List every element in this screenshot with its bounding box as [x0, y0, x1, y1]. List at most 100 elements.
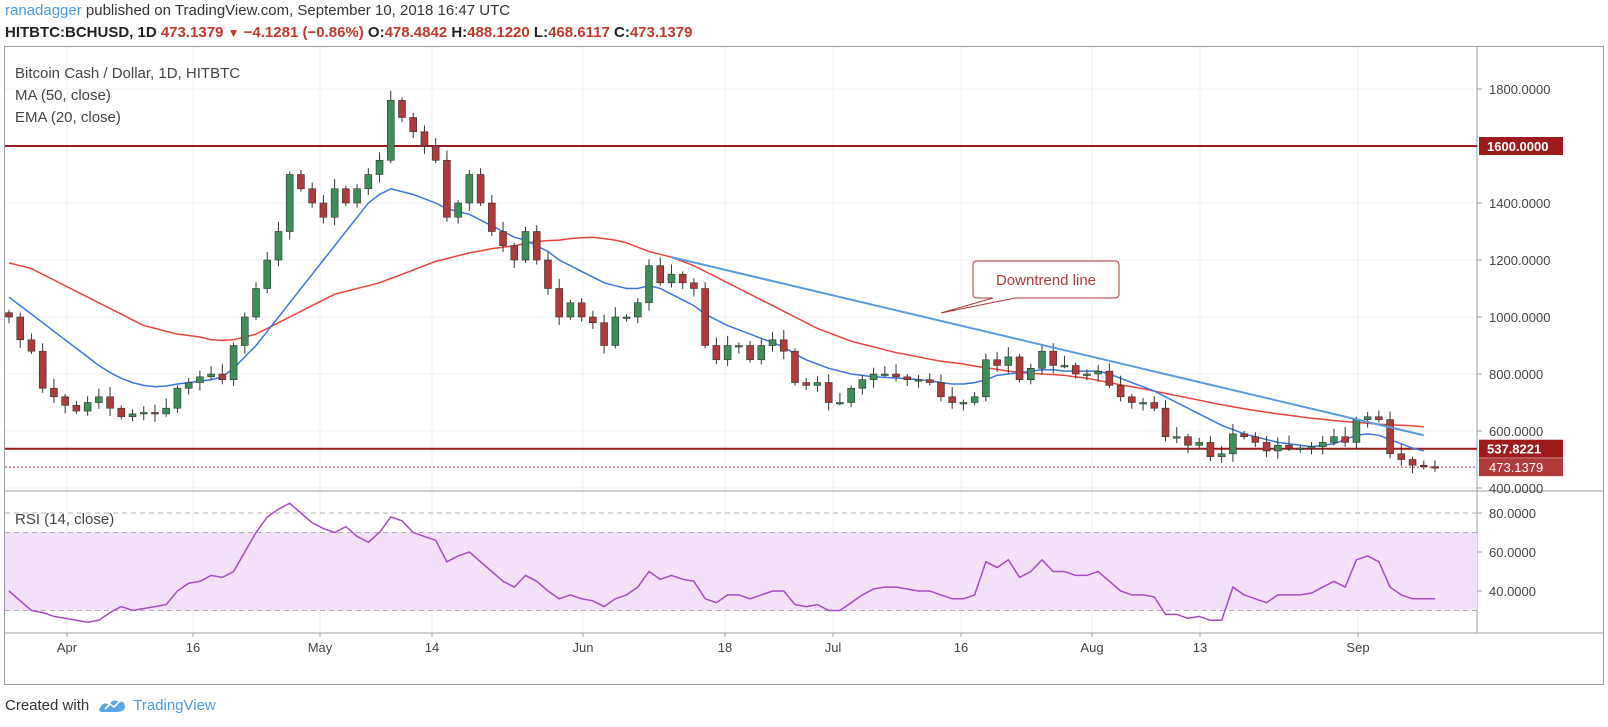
candle-body	[757, 345, 766, 361]
candle-body	[330, 188, 339, 218]
candle-body	[117, 407, 126, 418]
candle-body	[678, 273, 687, 284]
low-value: 468.6117	[548, 24, 610, 41]
price-tick-label: 1000.0000	[1489, 310, 1550, 325]
candle-body	[993, 359, 1001, 366]
down-triangle-icon: ▼	[227, 26, 240, 40]
candle-body	[690, 282, 698, 289]
candle-body	[252, 288, 260, 318]
candle-body	[50, 387, 58, 398]
ma-legend[interactable]: MA (50, close)	[15, 87, 111, 104]
candle-body	[1071, 365, 1080, 375]
level-price-tag	[1479, 137, 1563, 155]
candle-body	[847, 387, 855, 403]
time-tick-label: 13	[1193, 640, 1207, 655]
candle-body	[667, 273, 676, 284]
candle-body	[420, 131, 429, 147]
candle-body	[914, 379, 923, 382]
candle-body	[218, 373, 227, 380]
candle-body	[1285, 444, 1293, 449]
candle-body	[431, 145, 440, 161]
rsi-tick-label: 60.0000	[1489, 545, 1536, 560]
candle-body	[443, 159, 451, 218]
candle-body	[342, 188, 350, 204]
time-tick-label: Jul	[825, 640, 842, 655]
candle-body	[544, 259, 552, 289]
candle-body	[207, 373, 215, 378]
candle-body	[1026, 367, 1035, 380]
candle-body	[1330, 436, 1338, 443]
candle-body	[959, 402, 968, 405]
candle-body	[173, 387, 182, 409]
candle-body	[903, 376, 912, 381]
chart-frame[interactable]: Downtrend line 1800.0000 1600.0000 1400.000…	[4, 46, 1604, 685]
candle-body	[723, 345, 732, 361]
candle-body	[813, 382, 822, 386]
symbol-label: HITBTC:BCHUSD, 1D	[5, 24, 157, 41]
candle-body	[1352, 419, 1361, 443]
candle-body	[465, 174, 474, 204]
rsi-line	[8, 502, 1435, 623]
footer: Created with TradingView	[5, 696, 216, 714]
candle-body	[1049, 350, 1058, 366]
candle-body	[982, 359, 990, 398]
candle-body	[656, 265, 665, 284]
price-tick-label: 1800.0000	[1489, 82, 1550, 97]
candle-body	[970, 396, 979, 403]
candle-body	[1419, 464, 1428, 468]
candle-body	[1397, 453, 1406, 460]
candle-body	[1240, 433, 1248, 438]
annotation-text: Downtrend line	[996, 272, 1096, 289]
time-tick-label: 16	[954, 640, 968, 655]
candle-body	[184, 382, 193, 389]
candle-body	[925, 379, 934, 383]
symbol-ohlc-line: HITBTC:BCHUSD, 1D 473.1379 ▼ −4.1281 (−0…	[5, 24, 692, 41]
candle-body	[1038, 350, 1046, 369]
author-link[interactable]: ranadagger	[5, 2, 82, 19]
candle-body	[162, 407, 170, 415]
candle-body	[701, 288, 709, 346]
downtrend-line	[671, 256, 1425, 437]
candle-body	[510, 245, 519, 261]
candle-body	[1229, 433, 1237, 455]
price-chart[interactable]: Downtrend line 1800.0000 1600.0000 1400.000…	[5, 47, 1603, 684]
candle-body	[1015, 356, 1024, 380]
last-price-tag-label: 473.1379	[1489, 460, 1543, 475]
high-label: H:	[451, 24, 468, 41]
candle-body	[611, 316, 620, 346]
candle-body	[1128, 396, 1136, 403]
candle-body	[881, 373, 889, 376]
candle-body	[1004, 356, 1013, 366]
candle-body	[375, 159, 384, 175]
rsi-tick-label: 40.0000	[1489, 584, 1536, 599]
price-tick-label: 600.0000	[1489, 424, 1543, 439]
candle-body	[27, 339, 36, 352]
candle-body	[1251, 436, 1260, 443]
level-price-tag-label: 1600.0000	[1487, 139, 1548, 154]
tradingview-brand[interactable]: TradingView	[97, 696, 216, 714]
ema-legend[interactable]: EMA (20, close)	[15, 109, 121, 126]
candle-body	[1206, 442, 1215, 457]
time-tick-label: Apr	[57, 640, 78, 655]
candle-body	[61, 396, 69, 406]
candle-body	[1139, 402, 1147, 405]
candle-body	[274, 231, 283, 261]
candle-body	[645, 265, 653, 304]
candle-body	[948, 396, 956, 403]
candle-body	[869, 373, 878, 380]
ema20-line	[8, 188, 1424, 452]
candle-body	[263, 259, 272, 289]
rsi-legend[interactable]: RSI (14, close)	[15, 511, 115, 528]
candle-body	[1094, 370, 1102, 375]
candle-body	[488, 202, 496, 232]
candle-body	[5, 312, 13, 318]
candle-body	[779, 339, 788, 352]
rsi-band	[5, 532, 1477, 611]
time-tick-label: Jun	[573, 640, 594, 655]
brand-label: TradingView	[133, 696, 216, 714]
candle-body	[386, 100, 395, 161]
candle-body	[106, 396, 114, 409]
candle-body	[1341, 436, 1349, 443]
last-price: 473.1379	[160, 24, 224, 41]
candle-body	[532, 231, 541, 261]
